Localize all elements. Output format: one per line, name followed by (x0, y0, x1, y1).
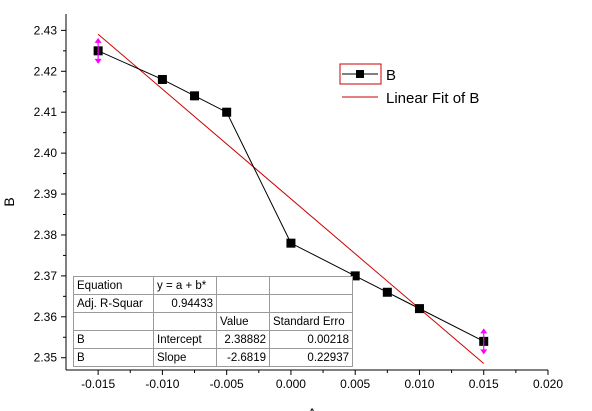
axes: -0.015 -0.010 -0.005 0.000 0.005 0.010 0.015 0.… (34, 14, 563, 391)
table-cell: Standard Erro (269, 312, 353, 331)
table-cell: Adj. R-Squar (73, 294, 154, 313)
y-axis-title: B (1, 197, 17, 206)
x-tick-label: 0.020 (533, 377, 563, 391)
y-tick-label: 2.40 (34, 146, 58, 160)
y-tick-label: 2.36 (34, 310, 58, 324)
x-axis-title: A (307, 405, 317, 411)
table-cell (216, 276, 270, 295)
data-point (157, 74, 167, 84)
x-tick-label: -0.010 (145, 377, 179, 391)
legend: B Linear Fit of B (339, 63, 479, 107)
legend-frame-b (339, 63, 382, 85)
data-point (382, 287, 392, 297)
data-point (414, 304, 424, 314)
legend-label-fit: Linear Fit of B (386, 90, 479, 107)
x-tick-label: 0.015 (469, 377, 499, 391)
table-cell: 0.22937 (269, 348, 353, 367)
table-cell (216, 294, 270, 313)
y-tick-label: 2.41 (34, 105, 58, 119)
x-tick-label: 0.000 (276, 377, 306, 391)
error-arrow-up (94, 37, 102, 43)
table-row: Equation y = a + b* (73, 276, 353, 295)
y-tick-label: 2.38 (34, 228, 58, 242)
table-cell: -2.6819 (216, 348, 270, 367)
table-row: Adj. R-Squar 0.94433 (73, 294, 353, 313)
x-tick-label: 0.005 (340, 377, 370, 391)
x-tick-label: -0.015 (81, 377, 115, 391)
table-row: B Intercept 2.38882 0.00218 (73, 330, 353, 349)
markers (94, 37, 488, 355)
table-cell: B (73, 348, 154, 367)
table-cell: Intercept (153, 330, 217, 349)
fit-results-table: Equation y = a + b* Adj. R-Squar 0.94433… (73, 276, 353, 367)
table-cell: 2.38882 (216, 330, 270, 349)
table-cell (153, 312, 217, 331)
x-tick-label: 0.010 (404, 377, 434, 391)
table-cell (269, 276, 353, 295)
x-tick-label: -0.005 (210, 377, 244, 391)
data-point (350, 271, 360, 281)
table-cell: Equation (73, 276, 154, 295)
table-cell: Slope (153, 348, 217, 367)
table-row: Value Standard Erro (73, 312, 353, 331)
data-point (190, 91, 200, 101)
y-tick-label: 2.35 (34, 351, 58, 365)
table-cell (269, 294, 353, 313)
y-tick-label: 2.42 (34, 64, 58, 78)
table-cell: 0.94433 (153, 294, 217, 313)
data-point (222, 107, 232, 117)
table-cell: B (73, 330, 154, 349)
legend-marker-b (356, 70, 364, 78)
data-point (286, 238, 296, 248)
y-tick-label: 2.37 (34, 269, 58, 283)
table-cell: Value (216, 312, 270, 331)
table-cell (73, 312, 154, 331)
legend-label-b: B (386, 67, 396, 84)
table-cell: y = a + b* (153, 276, 217, 295)
y-tick-label: 2.43 (34, 23, 58, 37)
error-arrow-down (94, 58, 102, 64)
error-arrow-up (480, 328, 488, 334)
error-arrow-down (480, 349, 488, 355)
table-row: B Slope -2.6819 0.22937 (73, 348, 353, 367)
table-cell: 0.00218 (269, 330, 353, 349)
y-tick-label: 2.39 (34, 187, 58, 201)
